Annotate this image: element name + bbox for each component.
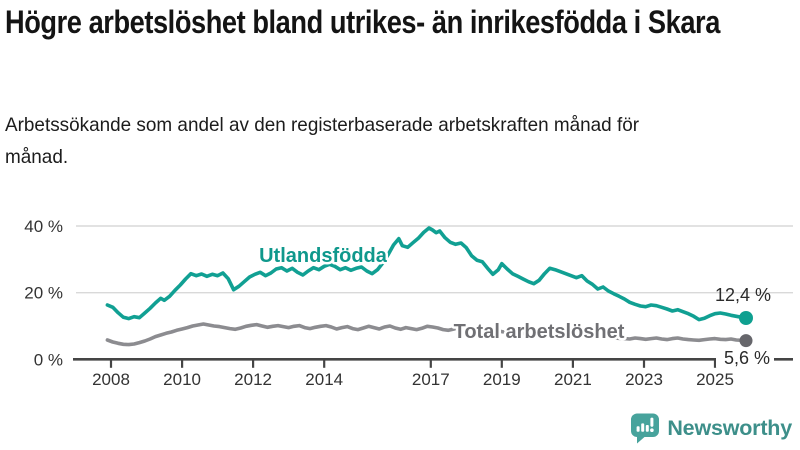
x-axis-label: 2019: [483, 370, 521, 389]
series-label-total-arbetsloshet: Total arbetslöshet: [454, 321, 625, 343]
brand-name: Newsworthy: [667, 416, 792, 440]
end-value-label-total-arbetsloshet: 5,6 %: [724, 348, 770, 368]
end-label-backdrop: [716, 348, 774, 367]
x-axis-label: 2025: [696, 370, 734, 389]
x-axis-label: 2023: [625, 370, 663, 389]
x-axis-label: 2017: [412, 370, 450, 389]
end-dot-total-arbetsloshet: [739, 334, 753, 348]
series-line-total-arbetsloshet: [105, 322, 748, 347]
end-dot-utlandsfodda: [739, 311, 753, 325]
x-axis-label: 2012: [234, 370, 272, 389]
page-subtitle: Arbetssökande som andel av den registerb…: [5, 114, 640, 168]
y-axis-label: 40 %: [24, 217, 63, 236]
page-title: Högre arbetslöshet bland utrikes- än inr…: [5, 4, 720, 40]
y-axis-label: 20 %: [24, 284, 63, 303]
x-axis-label: 2021: [554, 370, 592, 389]
newsworthy-logo[interactable]: Newsworthy: [631, 413, 792, 444]
end-value-label-utlandsfodda: 12,4 %: [715, 285, 771, 305]
series-line-utlandsfodda: [105, 226, 748, 322]
x-axis-label: 2010: [163, 370, 201, 389]
x-axis-label: 2014: [305, 370, 343, 389]
x-axis-label: 2008: [92, 370, 130, 389]
y-axis-label: 0 %: [34, 350, 63, 369]
bar-chart-speech-bubble-icon: [631, 413, 660, 444]
series-label-utlandsfodda: Utlandsfödda: [259, 245, 388, 267]
